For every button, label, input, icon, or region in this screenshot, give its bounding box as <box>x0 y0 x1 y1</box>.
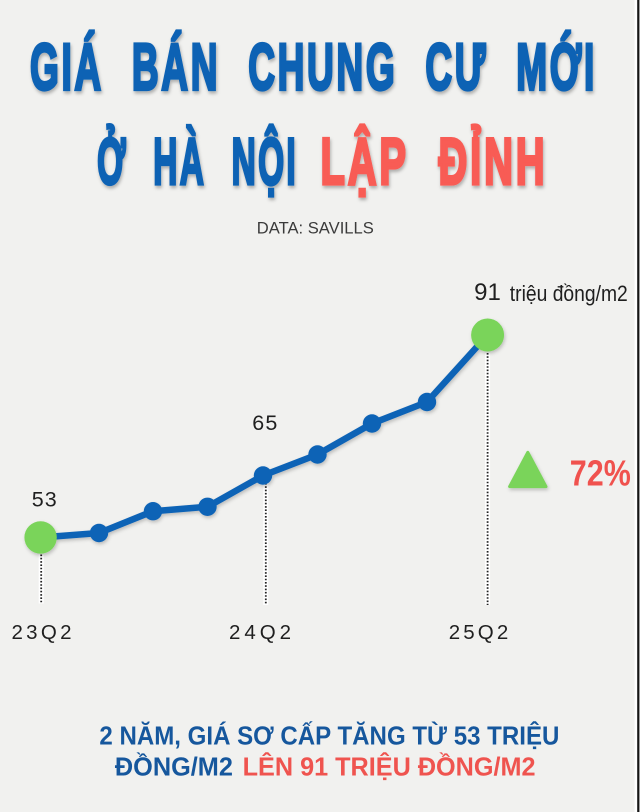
svg-text:LÊN 91 TRIỆU ĐỒNG/M2: LÊN 91 TRIỆU ĐỒNG/M2 <box>243 751 536 781</box>
svg-text:Ở HÀ NỘI: Ở HÀ NỘI <box>97 124 298 198</box>
svg-text:23Q2: 23Q2 <box>12 621 72 644</box>
svg-text:24Q2: 24Q2 <box>229 621 291 644</box>
svg-text:GIÁ BÁN CHUNG CƯ MỚI: GIÁ BÁN CHUNG CƯ MỚI <box>30 29 597 103</box>
svg-text:53: 53 <box>32 487 57 511</box>
svg-text:LẬP ĐỈNH: LẬP ĐỈNH <box>321 124 548 198</box>
svg-text:65: 65 <box>252 411 277 435</box>
svg-text:25Q2: 25Q2 <box>449 621 509 644</box>
svg-text:91: 91 <box>474 279 501 306</box>
svg-text:triệu đồng/m2: triệu đồng/m2 <box>510 281 628 306</box>
svg-text:72%: 72% <box>570 453 631 494</box>
svg-text:ĐỒNG/M2: ĐỒNG/M2 <box>115 751 233 781</box>
svg-text:DATA: SAVILLS: DATA: SAVILLS <box>257 219 374 238</box>
svg-text:2 NĂM, GIÁ SƠ CẤP TĂNG TỪ 53 T: 2 NĂM, GIÁ SƠ CẤP TĂNG TỪ 53 TRIỆU <box>99 721 559 751</box>
